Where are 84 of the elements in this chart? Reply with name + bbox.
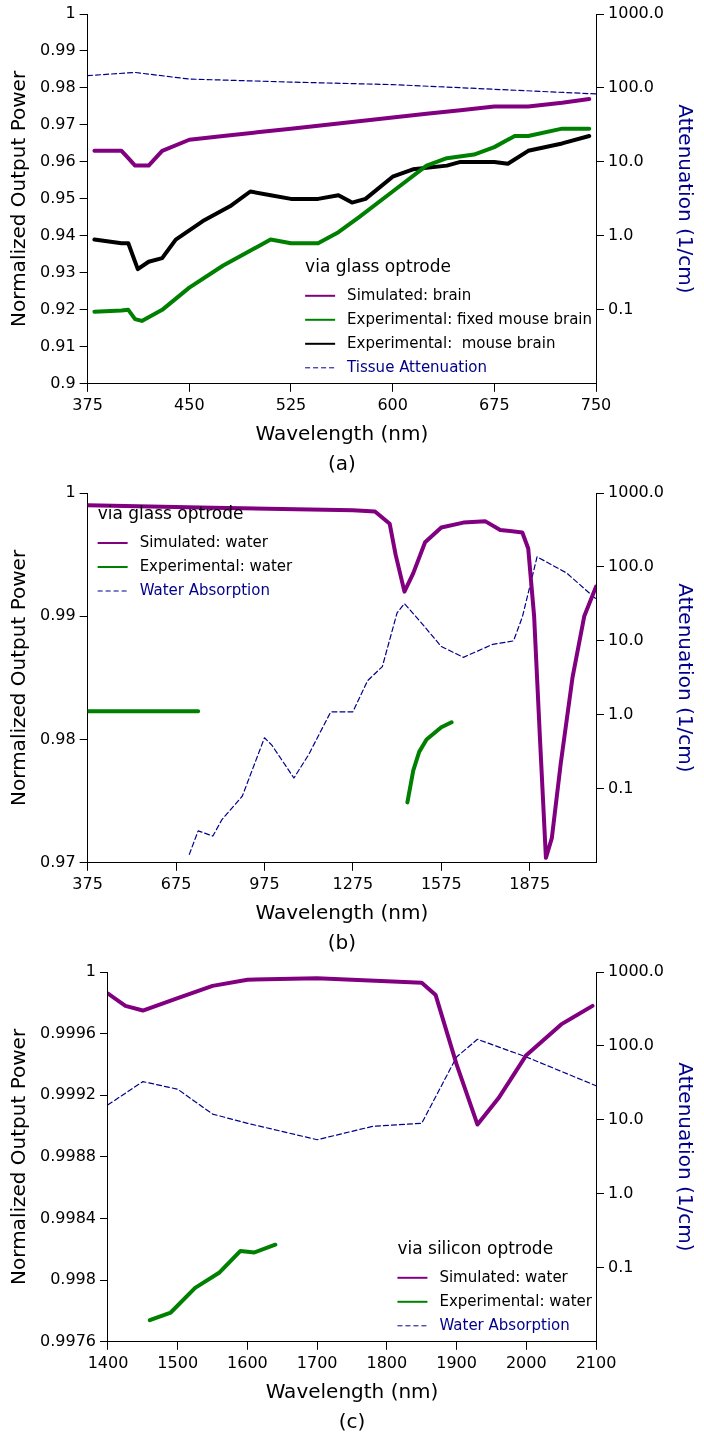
x-tick-label: 1900 [436,1352,477,1372]
y2-tick-label: 100.0 [608,77,654,97]
legend-label: Experimental: water [439,1291,593,1310]
x-axis-title: Wavelength (nm) [265,1379,439,1404]
y-tick-label: 0.9992 [40,1084,96,1104]
y2-tick-label: 1000.0 [608,482,664,502]
y-tick-label: 1 [85,961,96,981]
x-tick-label: 450 [174,394,205,414]
x-tick-label: 975 [249,873,280,893]
y-tick-label: 0.95 [40,188,76,208]
y-tick-label: 0.96 [40,151,76,171]
x-tick-label: 675 [479,394,510,414]
y-tick-label: 0.97 [40,114,76,134]
x-axis-title: Wavelength (nm) [255,900,429,925]
y2-tick-label: 10.0 [608,630,644,650]
legend-title: via glass optrode [97,503,244,524]
x-tick-label: 675 [160,873,192,893]
x-axis-title: Wavelength (nm) [255,421,429,446]
line-series [87,71,597,95]
y-tick-label: 0.94 [40,225,76,245]
y-tick-label: 1 [65,3,76,23]
x-tick-label: 1600 [227,1352,268,1372]
y-axis-title: Normalized Output Power [6,549,31,806]
y2-tick-label: 100.0 [608,1035,654,1055]
x-tick-label: 2100 [575,1352,617,1372]
y2-tick-label: 1.0 [608,704,634,724]
legend-label: Experimental: fixed mouse brain [347,309,593,328]
x-tick-label: 1275 [332,873,374,893]
y-tick-label: 0.93 [40,262,76,282]
legend-label: Experimental: mouse brain [347,333,556,352]
text: (c) [338,1409,366,1434]
legend-title: via glass optrode [305,256,451,277]
y2-tick-label: 1000.0 [608,961,664,981]
y2-axis-title: Attenuation (1/cm) [673,1062,698,1252]
legend-label: Simulated: water [139,532,269,551]
x-tick-label: 600 [377,394,408,414]
legend-label: Simulated: brain [347,285,472,304]
x-tick-label: 1575 [420,873,462,893]
y2-tick-label: 1.0 [608,225,634,245]
y-tick-label: 0.9996 [40,1022,96,1042]
legend-title: via silicon optrode [397,1238,554,1259]
y2-tick-label: 1.0 [608,1183,634,1203]
line-series [107,1038,597,1141]
x-tick-label: 2000 [505,1352,547,1372]
y2-tick-label: 0.1 [608,299,634,318]
y-tick-label: 0.92 [40,299,76,318]
text: (a) [327,451,356,476]
y2-axis-title: Attenuation (1/cm) [673,583,698,773]
y-tick-label: 0.99 [40,605,76,625]
y-tick-label: 0.9984 [40,1207,96,1227]
x-tick-label: 1500 [157,1352,199,1372]
y2-tick-label: 10.0 [608,151,644,171]
x-tick-label: 375 [72,394,103,414]
y-axis-title: Normalized Output Power [6,70,31,327]
y-tick-label: 0.98 [40,728,76,748]
x-tick-label: 1800 [366,1352,408,1372]
x-tick-label: 375 [72,873,103,893]
x-tick-label: 1700 [296,1352,338,1372]
text: (b) [327,930,356,955]
y-tick-label: 0.99 [40,40,76,60]
y2-axis-title: Attenuation (1/cm) [673,104,698,294]
y-tick-label: 0.9988 [40,1146,96,1166]
y2-tick-label: 100.0 [608,556,654,576]
y2-tick-label: 10.0 [608,1109,644,1129]
y2-tick-label: 0.1 [608,1257,634,1276]
y-axis-title: Normalized Output Power [6,1028,31,1285]
y-tick-label: 0.98 [40,77,76,97]
y-tick-label: 1 [65,482,76,502]
y-tick-label: 0.97 [40,851,76,871]
y-tick-label: 0.91 [40,335,76,355]
y-tick-label: 0.9976 [40,1330,96,1350]
legend-label: Water Absorption [139,580,270,599]
legend-label: Water Absorption [439,1315,570,1334]
legend-label: Tissue Attenuation [346,357,488,376]
y-tick-label: 0.9 [50,372,76,392]
y2-tick-label: 1000.0 [608,3,664,23]
legend-label: Simulated: water [439,1267,569,1286]
x-tick-label: 1875 [509,873,551,893]
y2-tick-label: 0.1 [608,778,634,797]
x-tick-label: 525 [275,394,307,414]
x-tick-label: 1400 [87,1352,129,1372]
x-tick-label: 750 [580,394,612,414]
y-tick-label: 0.998 [50,1269,96,1289]
legend-label: Experimental: water [139,556,294,575]
